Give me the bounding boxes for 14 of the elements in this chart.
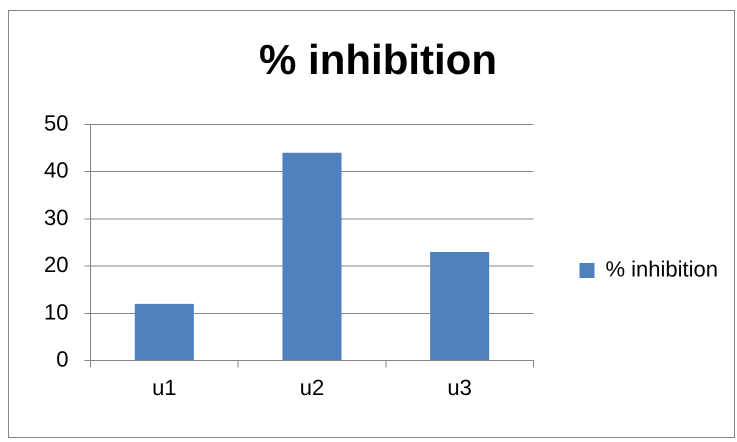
y-tick-label: 20	[44, 252, 68, 278]
y-tick-label: 40	[44, 158, 68, 183]
y-tick-label: 30	[44, 204, 68, 230]
chart-title: % inhibition	[259, 36, 497, 83]
bar	[430, 252, 490, 360]
x-tick-label: u3	[447, 374, 472, 400]
y-tick-label: 50	[44, 110, 68, 136]
bar	[282, 152, 342, 360]
y-tick-label: 0	[56, 346, 68, 372]
bar	[134, 304, 194, 360]
legend-label: % inhibition	[605, 256, 718, 282]
x-tick-label: u2	[300, 374, 324, 400]
x-tick-label: u1	[152, 374, 177, 400]
y-tick-label: 10	[44, 299, 68, 324]
